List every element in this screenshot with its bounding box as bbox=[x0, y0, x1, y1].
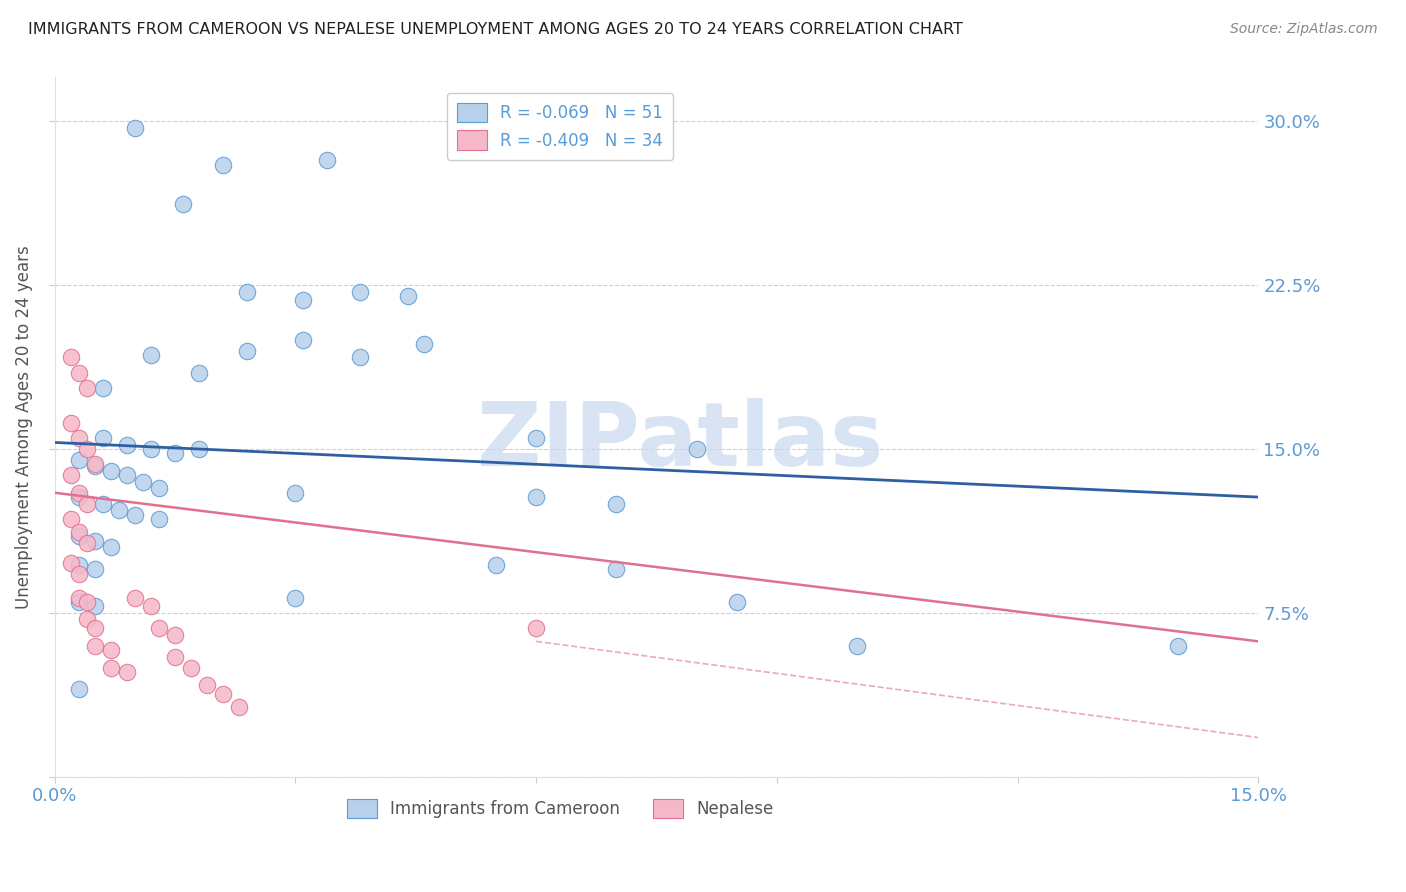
Text: IMMIGRANTS FROM CAMEROON VS NEPALESE UNEMPLOYMENT AMONG AGES 20 TO 24 YEARS CORR: IMMIGRANTS FROM CAMEROON VS NEPALESE UNE… bbox=[28, 22, 963, 37]
Point bbox=[292, 293, 315, 308]
Point bbox=[846, 639, 869, 653]
Point bbox=[524, 490, 547, 504]
Point bbox=[605, 497, 627, 511]
Point bbox=[83, 639, 105, 653]
Point bbox=[148, 512, 170, 526]
Point bbox=[67, 431, 90, 445]
Point bbox=[100, 643, 122, 657]
Point bbox=[67, 453, 90, 467]
Point bbox=[83, 458, 105, 472]
Point bbox=[163, 446, 186, 460]
Point bbox=[605, 562, 627, 576]
Point bbox=[212, 687, 235, 701]
Point bbox=[148, 481, 170, 495]
Point bbox=[124, 120, 146, 135]
Point bbox=[524, 621, 547, 635]
Point bbox=[163, 649, 186, 664]
Y-axis label: Unemployment Among Ages 20 to 24 years: Unemployment Among Ages 20 to 24 years bbox=[15, 245, 32, 609]
Point bbox=[76, 595, 98, 609]
Point bbox=[67, 566, 90, 581]
Point bbox=[76, 497, 98, 511]
Point bbox=[59, 512, 82, 526]
Point bbox=[83, 599, 105, 614]
Point bbox=[76, 613, 98, 627]
Point bbox=[91, 431, 114, 445]
Point bbox=[67, 485, 90, 500]
Point bbox=[412, 337, 434, 351]
Point bbox=[59, 416, 82, 430]
Point bbox=[284, 485, 307, 500]
Point bbox=[100, 464, 122, 478]
Point bbox=[67, 524, 90, 539]
Point bbox=[59, 350, 82, 364]
Point bbox=[172, 197, 194, 211]
Point bbox=[59, 556, 82, 570]
Point bbox=[228, 700, 250, 714]
Point bbox=[91, 381, 114, 395]
Point bbox=[524, 431, 547, 445]
Point bbox=[485, 558, 508, 572]
Point bbox=[124, 508, 146, 522]
Point bbox=[100, 541, 122, 555]
Point bbox=[139, 599, 162, 614]
Point bbox=[83, 621, 105, 635]
Point bbox=[124, 591, 146, 605]
Point bbox=[236, 343, 259, 358]
Point bbox=[67, 490, 90, 504]
Legend: Immigrants from Cameroon, Nepalese: Immigrants from Cameroon, Nepalese bbox=[340, 792, 780, 824]
Point bbox=[83, 459, 105, 474]
Point bbox=[83, 533, 105, 548]
Point bbox=[115, 437, 138, 451]
Point bbox=[349, 350, 371, 364]
Point bbox=[59, 468, 82, 483]
Point bbox=[685, 442, 707, 456]
Point bbox=[76, 381, 98, 395]
Point bbox=[1167, 639, 1189, 653]
Point bbox=[212, 158, 235, 172]
Point bbox=[107, 503, 129, 517]
Point bbox=[148, 621, 170, 635]
Point bbox=[67, 595, 90, 609]
Text: Source: ZipAtlas.com: Source: ZipAtlas.com bbox=[1230, 22, 1378, 37]
Point bbox=[139, 348, 162, 362]
Point bbox=[67, 558, 90, 572]
Point bbox=[67, 682, 90, 697]
Point bbox=[100, 660, 122, 674]
Point bbox=[83, 562, 105, 576]
Point bbox=[76, 536, 98, 550]
Point bbox=[163, 628, 186, 642]
Point bbox=[188, 366, 211, 380]
Point bbox=[139, 442, 162, 456]
Point bbox=[396, 289, 419, 303]
Point bbox=[725, 595, 748, 609]
Point bbox=[67, 591, 90, 605]
Point bbox=[67, 366, 90, 380]
Point bbox=[292, 333, 315, 347]
Point bbox=[284, 591, 307, 605]
Point bbox=[316, 153, 339, 168]
Point bbox=[76, 442, 98, 456]
Point bbox=[115, 468, 138, 483]
Point bbox=[195, 678, 218, 692]
Point bbox=[349, 285, 371, 299]
Point bbox=[67, 529, 90, 543]
Point bbox=[115, 665, 138, 679]
Point bbox=[91, 497, 114, 511]
Point bbox=[236, 285, 259, 299]
Point bbox=[132, 475, 155, 489]
Point bbox=[180, 660, 202, 674]
Point bbox=[188, 442, 211, 456]
Text: ZIPatlas: ZIPatlas bbox=[478, 398, 884, 484]
